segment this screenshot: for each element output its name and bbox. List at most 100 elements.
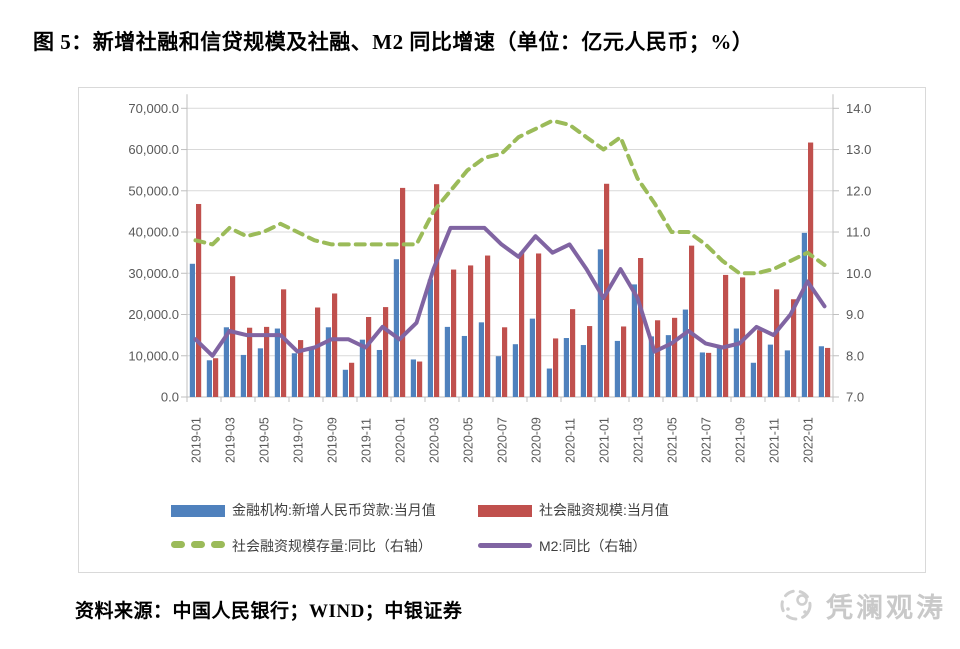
bar-new-loans bbox=[427, 279, 433, 397]
left-axis-label: 60,000.0 bbox=[128, 142, 179, 157]
bar-tsf-flow bbox=[655, 320, 661, 397]
bar-tsf-flow bbox=[349, 362, 355, 397]
left-axis-label: 0.0 bbox=[161, 390, 179, 405]
x-axis-label: 2020-07 bbox=[496, 417, 510, 463]
bar-tsf-flow bbox=[757, 330, 763, 397]
bar-new-loans bbox=[478, 322, 484, 397]
x-axis-label: 2021-09 bbox=[734, 417, 748, 463]
bar-tsf-flow bbox=[791, 299, 797, 397]
bar-tsf-flow bbox=[553, 338, 559, 397]
bar-new-loans bbox=[308, 347, 314, 397]
bar-tsf-flow bbox=[213, 358, 219, 397]
right-axis-label: 14.0 bbox=[846, 101, 871, 116]
bar-tsf-flow bbox=[315, 307, 321, 397]
right-axis-label: 9.0 bbox=[846, 307, 864, 322]
x-axis-label: 2021-03 bbox=[632, 417, 646, 463]
line-m2-yoy bbox=[193, 225, 827, 358]
bar-new-loans bbox=[410, 359, 416, 397]
x-axis-label: 2019-11 bbox=[360, 418, 374, 463]
x-axis-label: 2021-05 bbox=[666, 417, 680, 463]
source-note: 资料来源：中国人民银行；WIND；中银证券 bbox=[75, 601, 463, 622]
x-axis-label: 2020-11 bbox=[564, 418, 578, 463]
figure-title: 图 5：新增社融和信贷规模及社融、M2 同比增速（单位：亿元人民币；%） bbox=[33, 30, 754, 54]
bar-new-loans bbox=[257, 348, 263, 397]
legend-label-tsf-flow: 社会融资规模:当月值 bbox=[539, 502, 669, 518]
x-axis-label: 2019-05 bbox=[258, 417, 272, 463]
bar-tsf-flow bbox=[400, 187, 406, 397]
left-axis-label: 40,000.0 bbox=[128, 225, 179, 240]
legend-label-new-loans: 金融机构:新增人民币贷款:当月值 bbox=[232, 502, 436, 518]
right-axis-label: 10.0 bbox=[846, 266, 871, 281]
bar-new-loans bbox=[189, 263, 195, 397]
bar-new-loans bbox=[682, 309, 688, 397]
bar-new-loans bbox=[376, 349, 382, 397]
bar-new-loans bbox=[342, 369, 348, 397]
legend-swatch-tsf-flow bbox=[478, 505, 532, 517]
bar-tsf-flow bbox=[451, 269, 457, 397]
bar-new-loans bbox=[801, 232, 807, 397]
bar-tsf-flow bbox=[706, 352, 712, 397]
bar-new-loans bbox=[546, 368, 552, 397]
x-axis-label: 2019-09 bbox=[326, 417, 340, 463]
x-axis-label: 2019-03 bbox=[224, 417, 238, 463]
bar-tsf-flow bbox=[808, 142, 814, 397]
right-axis-label: 12.0 bbox=[846, 183, 871, 198]
x-axis-label: 2020-03 bbox=[428, 417, 442, 463]
bar-tsf-flow bbox=[468, 265, 474, 397]
legend-label-tsf-stock-yoy: 社会融资规模存量:同比（右轴） bbox=[232, 538, 432, 554]
bar-new-loans bbox=[240, 354, 246, 397]
bar-tsf-flow bbox=[383, 307, 389, 397]
bar-new-loans bbox=[563, 338, 569, 397]
bar-new-loans bbox=[325, 327, 331, 397]
bar-new-loans bbox=[733, 328, 739, 397]
left-axis-label: 20,000.0 bbox=[128, 307, 179, 322]
bar-tsf-flow bbox=[196, 203, 202, 397]
watermark: 凭澜观涛 bbox=[775, 584, 946, 626]
bar-tsf-flow bbox=[587, 326, 593, 397]
bar-tsf-flow bbox=[638, 258, 644, 397]
left-axis-label: 50,000.0 bbox=[128, 183, 179, 198]
bar-tsf-flow bbox=[774, 289, 780, 397]
bar-tsf-flow bbox=[417, 361, 423, 397]
left-axis-label: 70,000.0 bbox=[128, 101, 179, 116]
x-axis-label: 2021-11 bbox=[768, 418, 782, 463]
bar-new-loans bbox=[393, 259, 399, 397]
bar-new-loans bbox=[614, 340, 620, 397]
right-axis-label: 13.0 bbox=[846, 142, 871, 157]
bar-tsf-flow bbox=[247, 327, 253, 397]
bar-tsf-flow bbox=[825, 347, 831, 397]
bar-new-loans bbox=[631, 284, 637, 397]
x-axis-label: 2020-05 bbox=[462, 417, 476, 463]
x-axis-label: 2022-01 bbox=[802, 417, 816, 463]
bar-tsf-flow bbox=[689, 245, 695, 397]
bar-tsf-flow bbox=[502, 327, 508, 397]
bar-new-loans bbox=[750, 362, 756, 397]
bar-tsf-flow bbox=[485, 255, 491, 397]
bar-tsf-flow bbox=[230, 276, 236, 397]
legend-label-m2-yoy: M2:同比（右轴） bbox=[539, 538, 647, 554]
bar-tsf-flow bbox=[723, 274, 729, 397]
legend-swatch-tsf-stock-yoy bbox=[171, 541, 227, 548]
bar-new-loans bbox=[784, 350, 790, 397]
bar-tsf-flow bbox=[672, 317, 678, 397]
bar-new-loans bbox=[648, 336, 654, 397]
right-axis-label: 7.0 bbox=[846, 390, 864, 405]
bar-tsf-flow bbox=[264, 326, 270, 397]
bar-new-loans bbox=[716, 346, 722, 397]
bar-new-loans bbox=[444, 326, 450, 397]
bar-new-loans bbox=[512, 344, 518, 397]
x-axis-label: 2019-07 bbox=[292, 417, 306, 463]
right-axis-label: 11.0 bbox=[846, 225, 870, 240]
wechat-account-logo-icon bbox=[780, 589, 812, 621]
left-axis-label: 10,000.0 bbox=[128, 348, 179, 363]
x-axis-label: 2020-09 bbox=[530, 417, 544, 463]
right-axis-label: 8.0 bbox=[846, 348, 864, 363]
bar-new-loans bbox=[597, 249, 603, 397]
line-tsf-stock-yoy bbox=[193, 118, 827, 276]
bar-new-loans bbox=[291, 353, 297, 397]
watermark-text: 凭澜观涛 bbox=[826, 592, 946, 623]
bar-tsf-flow bbox=[570, 309, 576, 397]
bar-tsf-flow bbox=[298, 340, 304, 397]
bar-new-loans bbox=[495, 356, 501, 397]
